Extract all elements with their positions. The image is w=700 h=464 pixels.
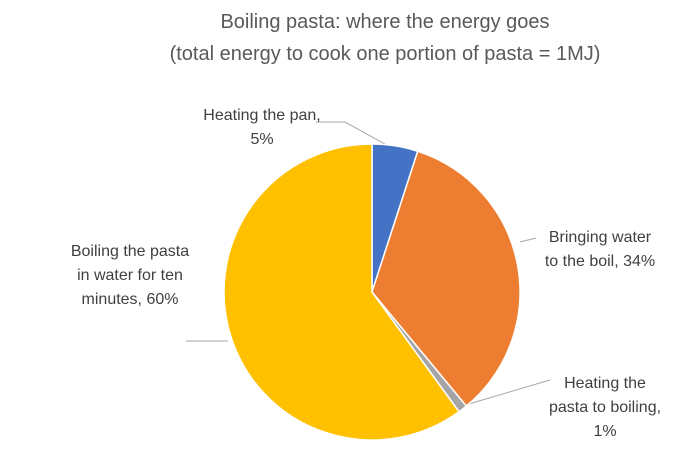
pie-slice — [371, 150, 521, 408]
leader-line — [316, 121, 393, 149]
pie-slice — [223, 143, 461, 441]
chart-title: Boiling pasta: where the energy goes — [220, 11, 549, 33]
chart-subtitle: (total energy to cook one portion of pas… — [170, 43, 601, 65]
data-label: Heating the pasta to boiling, 1% — [548, 375, 662, 440]
data-label: Bringing water to the boil, 34% — [544, 229, 656, 270]
data-label: Heating the pan, 5% — [203, 107, 321, 148]
leader-line — [519, 237, 537, 243]
leader-line — [461, 379, 551, 407]
data-label: Boiling the pasta in water for ten minut… — [70, 243, 190, 308]
